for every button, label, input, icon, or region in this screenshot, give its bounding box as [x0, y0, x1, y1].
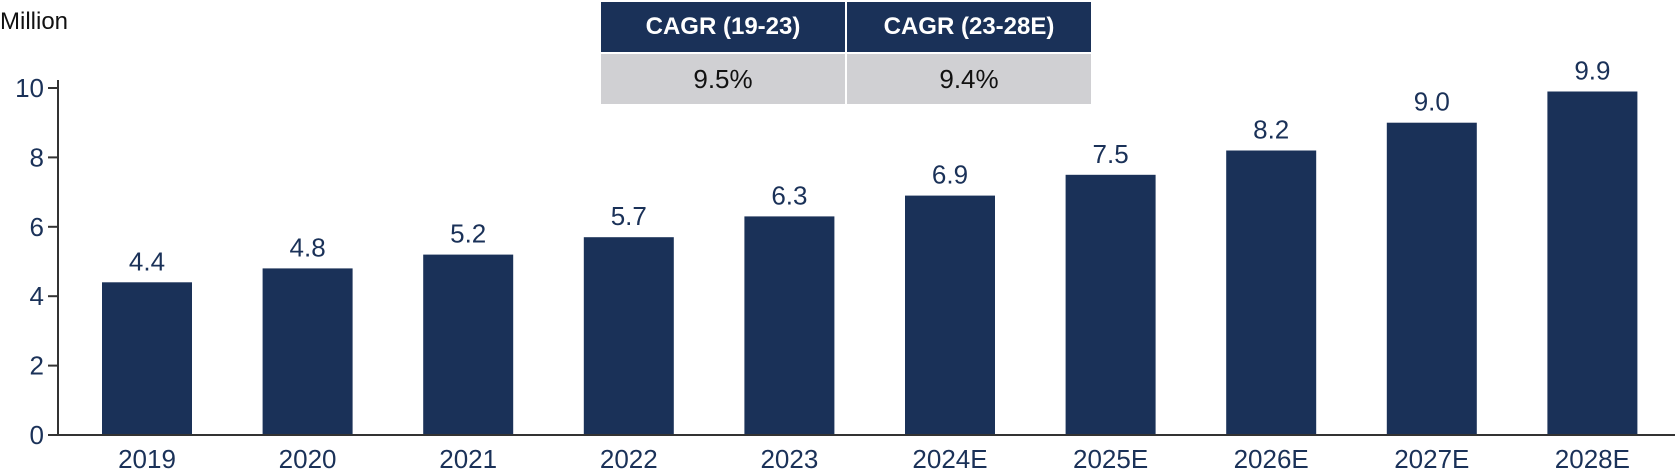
cagr-header-23-28e: CAGR (23-28E): [846, 2, 1091, 53]
data-label-2023: 6.3: [771, 180, 807, 210]
data-label-2020: 4.8: [290, 232, 326, 262]
cagr-value-19-23: 9.5%: [601, 52, 847, 104]
bar-2026E: [1226, 150, 1317, 435]
x-tick-label-2022: 2022: [600, 444, 658, 474]
y-tick-label-6: 6: [30, 212, 44, 242]
data-label-2022: 5.7: [611, 201, 647, 231]
bar-2020: [262, 268, 353, 435]
data-label-2028E: 9.9: [1574, 56, 1610, 86]
x-tick-label-2023: 2023: [760, 444, 818, 474]
y-axis-unit-label: Million: [0, 8, 69, 35]
y-tick-label-10: 10: [15, 73, 44, 103]
data-label-2027E: 9.0: [1414, 87, 1450, 117]
axes-layer: 2019 2020 2021 2022 2023 2024E 2025E 2026E 2027E…: [15, 73, 1675, 474]
data-label-2019: 4.4: [129, 246, 165, 276]
bar-2021: [423, 254, 514, 435]
bar-2019: [102, 282, 192, 435]
data-labels-layer: 4.4 4.8 5.2 5.7 6.3 6.9 7.5 8.2 9.0 9.9: [129, 56, 1611, 277]
data-label-2021: 5.2: [450, 219, 486, 249]
bar-2024E: [905, 195, 995, 435]
cagr-header-19-23: CAGR (19-23): [601, 2, 847, 53]
cagr-value-23-28e: 9.4%: [846, 52, 1091, 104]
y-tick-label-0: 0: [30, 420, 44, 450]
x-tick-label-2024E: 2024E: [912, 444, 987, 474]
bar-2022: [583, 237, 674, 435]
x-tick-label-2027E: 2027E: [1394, 444, 1469, 474]
x-tick-label-2021: 2021: [439, 444, 497, 474]
y-tick-label-8: 8: [30, 142, 44, 172]
y-tick-label-2: 2: [30, 351, 44, 381]
data-label-2024E: 6.9: [932, 160, 968, 190]
x-tick-label-2028E: 2028E: [1555, 444, 1630, 474]
cagr-table: CAGR (19-23) CAGR (23-28E) 9.5% 9.4%: [601, 2, 1091, 104]
bars-layer: [102, 91, 1638, 436]
data-label-2026E: 8.2: [1253, 115, 1289, 145]
bar-2028E: [1547, 91, 1638, 435]
data-label-2025E: 7.5: [1093, 139, 1129, 169]
y-tick-label-4: 4: [30, 281, 44, 311]
bar-2027E: [1386, 122, 1477, 435]
cagr-value-row: 9.5% 9.4%: [601, 52, 1091, 104]
cagr-header-row: CAGR (19-23) CAGR (23-28E): [601, 2, 1091, 53]
bar-2025E: [1065, 174, 1156, 436]
x-tick-label-2019: 2019: [118, 444, 176, 474]
x-tick-label-2025E: 2025E: [1073, 444, 1148, 474]
x-tick-label-2020: 2020: [279, 444, 337, 474]
x-tick-label-2026E: 2026E: [1234, 444, 1309, 474]
bar-2023: [744, 216, 835, 435]
